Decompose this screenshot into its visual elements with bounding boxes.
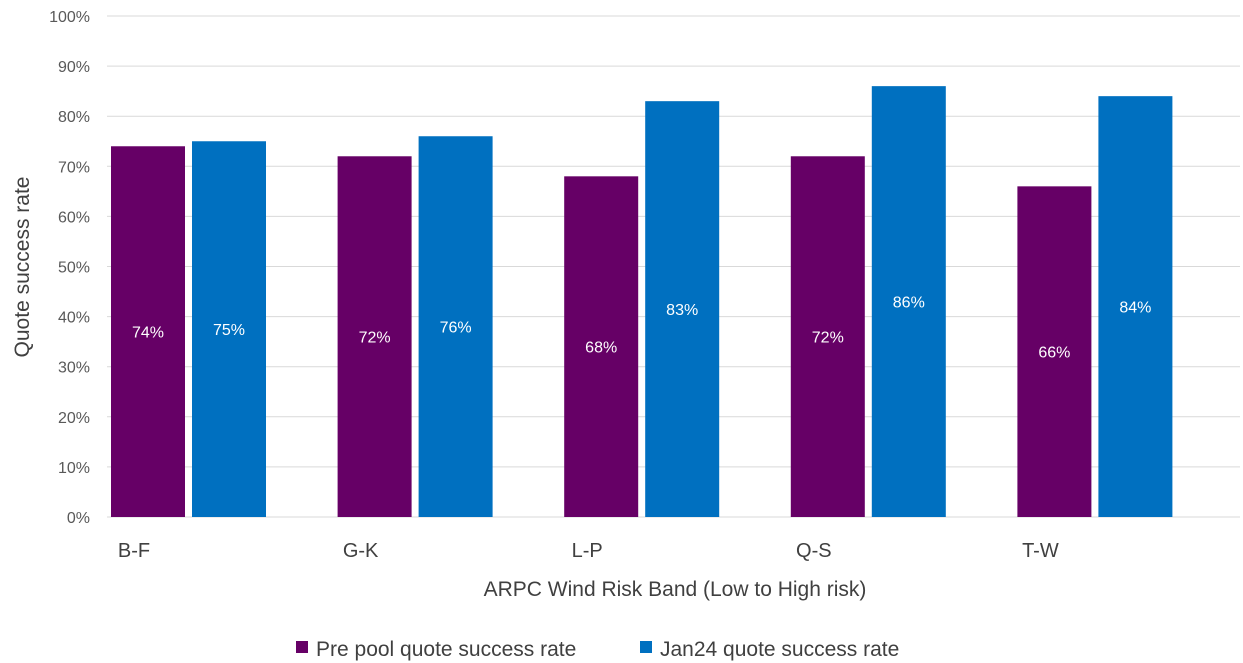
data-label: 72% — [359, 330, 391, 347]
data-label: 76% — [440, 320, 472, 337]
bar — [192, 141, 266, 517]
bar — [337, 156, 412, 517]
bar — [111, 146, 185, 517]
bar — [790, 156, 865, 517]
legend-label: Jan24 quote success rate — [660, 638, 899, 661]
data-label: 74% — [132, 325, 164, 342]
data-labels: 74% 75% 72% 76% 68% 83% 72% 86% 66% 84% — [132, 295, 1151, 362]
y-tick-label: 60% — [58, 209, 90, 226]
bar — [418, 136, 493, 518]
bar — [1017, 186, 1092, 517]
data-label: 86% — [893, 295, 925, 312]
bar — [1098, 96, 1173, 517]
data-label: 68% — [585, 340, 617, 357]
y-tick-label: 20% — [58, 410, 90, 427]
data-label: 83% — [666, 302, 698, 319]
bar — [871, 86, 946, 517]
legend-swatch — [640, 641, 652, 653]
x-category-label: G-K — [343, 540, 379, 562]
x-category-label: T-W — [1022, 540, 1059, 562]
y-tick-label: 10% — [58, 460, 90, 477]
y-tick-label: 70% — [58, 159, 90, 176]
y-axis-title: Quote success rate — [11, 177, 34, 358]
data-label: 72% — [812, 330, 844, 347]
y-tick-label: 50% — [58, 260, 90, 277]
bar — [645, 101, 720, 518]
data-label: 75% — [213, 322, 245, 339]
x-category-label: Q-S — [796, 540, 832, 562]
x-axis-categories: B-F G-K L-P Q-S T-W — [118, 540, 1059, 562]
data-label: 66% — [1038, 345, 1070, 362]
legend: Pre pool quote success rate Jan24 quote s… — [296, 638, 899, 661]
legend-label: Pre pool quote success rate — [316, 638, 576, 661]
y-tick-label: 90% — [58, 59, 90, 76]
data-label: 84% — [1119, 300, 1151, 317]
y-tick-label: 30% — [58, 360, 90, 377]
x-axis-title: ARPC Wind Risk Band (Low to High risk) — [484, 578, 867, 601]
bar — [564, 176, 639, 517]
x-category-label: B-F — [118, 540, 150, 562]
bars — [111, 86, 1173, 518]
y-tick-label: 80% — [58, 109, 90, 126]
legend-swatch — [296, 641, 308, 653]
y-axis-ticks: 0% 10% 20% 30% 40% 50% 60% 70% 80% 90% 100% — [49, 9, 90, 527]
y-tick-label: 100% — [49, 9, 90, 26]
x-category-label: L-P — [572, 540, 603, 562]
y-tick-label: 0% — [67, 510, 90, 527]
y-tick-label: 40% — [58, 310, 90, 327]
